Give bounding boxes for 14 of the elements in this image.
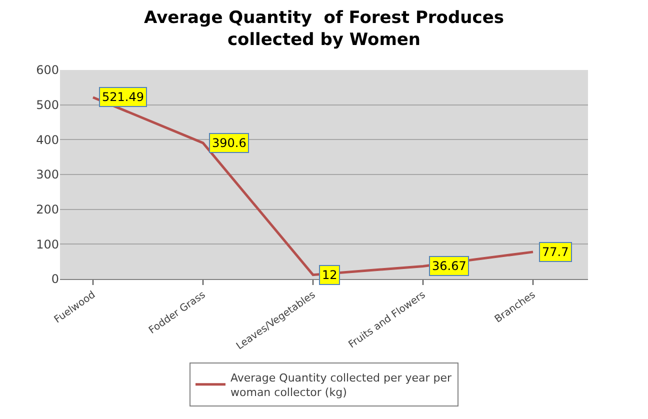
data-label: 390.6 [212, 136, 246, 150]
data-label: 77.7 [542, 245, 569, 259]
y-tick-label: 100 [36, 237, 59, 252]
data-label: 36.67 [432, 259, 466, 273]
y-tick-label: 200 [36, 202, 59, 217]
chart-title: Average Quantity of Forest Produces collected by Women [144, 8, 504, 50]
data-label: 12 [322, 268, 338, 282]
y-tick-label: 500 [36, 98, 59, 112]
y-tick-label: 300 [36, 168, 59, 182]
legend-label: Average Quantity collected per year per woman collector (kg) [230, 372, 452, 399]
y-tick-label: 600 [36, 63, 59, 78]
data-label: 521.49 [102, 90, 144, 104]
y-tick-label: 0 [51, 272, 59, 286]
y-tick-label: 400 [36, 132, 59, 147]
